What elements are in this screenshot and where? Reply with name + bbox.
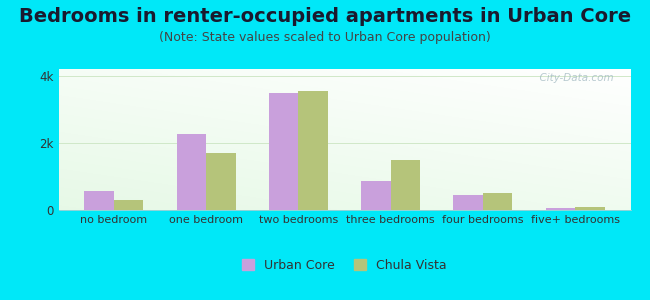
Bar	[84, 190, 114, 210]
Bar	[391, 160, 420, 210]
Text: (Note: State values scaled to Urban Core population): (Note: State values scaled to Urban Core…	[159, 32, 491, 44]
Bar	[483, 193, 512, 210]
Bar	[298, 91, 328, 210]
Bar	[361, 182, 391, 210]
Bar	[177, 134, 206, 210]
Bar	[206, 153, 236, 210]
Bar	[269, 92, 298, 210]
Bar	[453, 195, 483, 210]
Bar	[545, 208, 575, 210]
Text: Bedrooms in renter-occupied apartments in Urban Core: Bedrooms in renter-occupied apartments i…	[19, 8, 631, 26]
Text: City-Data.com: City-Data.com	[533, 73, 614, 83]
Bar	[114, 200, 144, 210]
Bar	[575, 208, 604, 210]
Legend: Urban Core, Chula Vista: Urban Core, Chula Vista	[237, 254, 452, 277]
